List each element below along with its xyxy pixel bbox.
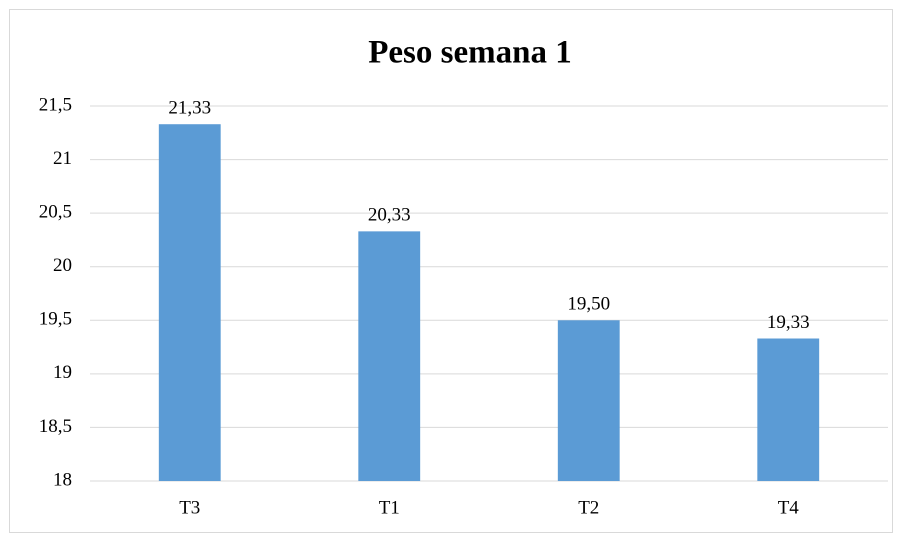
y-tick-label: 21,5 [39, 94, 72, 115]
y-tick-label: 18,5 [39, 416, 72, 437]
data-label: 20,33 [368, 205, 411, 226]
y-tick-label: 19,5 [39, 309, 72, 330]
bar [557, 320, 620, 481]
data-label: 19,50 [567, 294, 610, 315]
chart-border [9, 9, 893, 533]
y-tick-label: 18 [53, 469, 72, 490]
y-tick-label: 19 [53, 362, 72, 383]
x-tick-label: T3 [179, 497, 200, 518]
data-label: 21,33 [168, 98, 211, 119]
y-tick-label: 20 [53, 255, 72, 276]
bar [158, 124, 221, 481]
chart-title: Peso semana 1 [368, 35, 571, 71]
bar [358, 231, 421, 481]
x-tick-label: T4 [778, 497, 800, 518]
bar [757, 338, 820, 481]
y-tick-label: 20,5 [39, 202, 72, 223]
y-tick-label: 21 [53, 148, 72, 169]
x-tick-label: T1 [379, 497, 400, 518]
x-tick-label: T2 [578, 497, 599, 518]
data-label: 19,33 [767, 312, 810, 333]
